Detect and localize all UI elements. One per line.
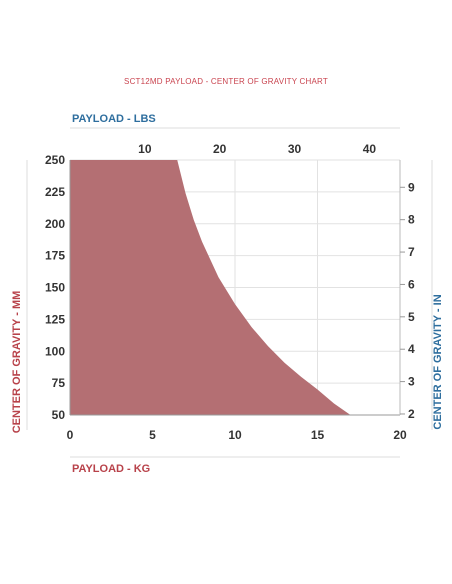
top-tick-label: 10 — [138, 142, 152, 156]
y-tick-label: 75 — [52, 376, 66, 390]
top-ticks: 10 20 30 40 — [138, 142, 376, 156]
y-tick-label: 125 — [45, 312, 65, 326]
x-tick-label: 0 — [67, 428, 74, 442]
right-tick-label: 2 — [408, 407, 415, 421]
x-tick-label: 20 — [393, 428, 407, 442]
right-tick-label: 5 — [408, 310, 415, 324]
y-tick-label: 50 — [52, 408, 66, 422]
y-tick-label: 100 — [45, 344, 65, 358]
y-tick-label: 250 — [45, 153, 65, 167]
x-tick-label: 5 — [149, 428, 156, 442]
top-tick-label: 30 — [288, 142, 302, 156]
right-axis-label: CENTER OF GRAVITY - IN — [432, 294, 444, 429]
left-axis-label: CENTER OF GRAVITY - MM — [11, 291, 23, 434]
payload-area — [70, 160, 351, 415]
right-tick-label: 8 — [408, 213, 415, 227]
left-ticks: 50 75 100 125 150 175 200 225 250 — [45, 153, 65, 422]
top-tick-label: 40 — [363, 142, 377, 156]
right-tick-label: 4 — [408, 342, 415, 356]
bottom-axis-label: PAYLOAD - KG — [72, 463, 150, 475]
right-tick-label: 6 — [408, 277, 415, 291]
right-ticks: 2 3 4 5 6 7 8 9 — [400, 180, 415, 421]
x-tick-label: 15 — [311, 428, 325, 442]
chart-title: SCT12MD PAYLOAD - CENTER OF GRAVITY CHAR… — [124, 77, 328, 86]
y-tick-label: 225 — [45, 185, 65, 199]
bottom-ticks: 0 5 10 15 20 — [67, 428, 407, 442]
top-axis-label: PAYLOAD - LBS — [72, 113, 156, 125]
right-tick-label: 9 — [408, 180, 415, 194]
axis-frame — [69, 160, 401, 416]
y-tick-label: 200 — [45, 217, 65, 231]
right-tick-label: 3 — [408, 375, 415, 389]
y-tick-label: 150 — [45, 281, 65, 295]
x-tick-label: 10 — [228, 428, 242, 442]
right-tick-label: 7 — [408, 245, 415, 259]
top-tick-label: 20 — [213, 142, 227, 156]
y-tick-label: 175 — [45, 249, 65, 263]
